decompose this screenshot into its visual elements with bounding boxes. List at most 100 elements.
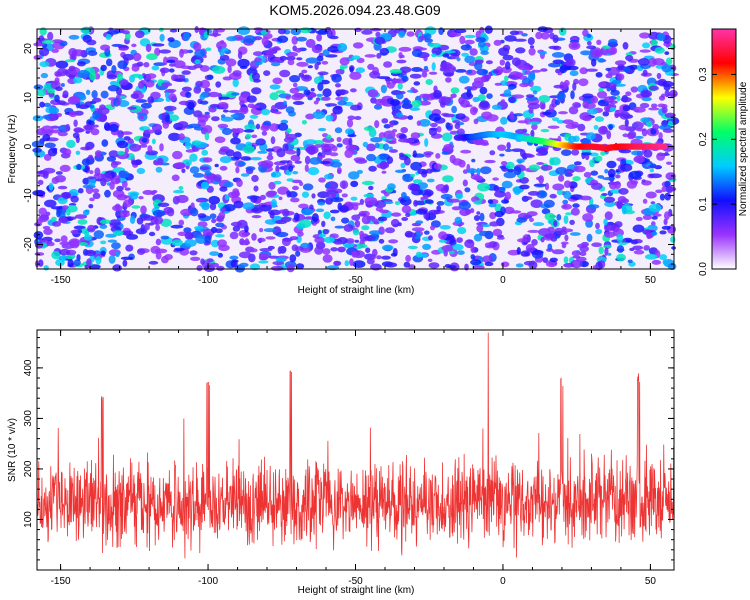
spectrogram-cell xyxy=(462,179,468,187)
spectrogram-cell xyxy=(130,93,139,99)
spectrogram-cell xyxy=(556,92,566,101)
spectrogram-cell xyxy=(33,42,44,47)
spectrogram-cell xyxy=(591,58,597,67)
spectrogram-cell xyxy=(579,195,592,201)
spectrogram-cell xyxy=(415,251,422,258)
spectrogram-cell xyxy=(535,31,543,40)
spectrogram-cell xyxy=(291,94,303,101)
spectrogram-cell xyxy=(473,175,484,181)
spectrogram-cell xyxy=(236,219,248,229)
spectrogram-cell xyxy=(251,134,258,139)
spectrogram-cell xyxy=(625,91,632,96)
spectrogram-cell xyxy=(582,115,592,122)
spectrogram-cell xyxy=(456,57,461,62)
spectrogram-cell xyxy=(387,183,396,191)
spectrogram-cell xyxy=(292,82,298,88)
spectrogram-cell xyxy=(659,230,667,235)
spectrogram-cell xyxy=(292,101,305,105)
spectrogram-cell xyxy=(522,234,531,243)
spectrogram-cell xyxy=(643,245,650,251)
spectrogram-cell xyxy=(426,178,435,183)
spectrogram-cell xyxy=(302,183,314,191)
spectrogram-cell xyxy=(296,61,309,67)
spectrogram-cell xyxy=(251,215,262,219)
spectrogram-cell xyxy=(664,51,670,55)
spectrogram-cell xyxy=(388,239,399,244)
spectrogram-cell xyxy=(352,229,360,236)
y-tick-label: 20 xyxy=(23,43,34,55)
spectrogram-cell xyxy=(246,95,257,103)
spectrogram-cell xyxy=(65,123,71,132)
spectrogram-cell xyxy=(132,52,142,62)
spectrogram-cell xyxy=(466,89,472,98)
spectrogram-cell xyxy=(326,193,337,198)
spectrogram-cell xyxy=(65,255,75,260)
spectrogram-cell xyxy=(140,102,152,109)
spectrogram-cell xyxy=(165,114,170,123)
spectrogram-cell xyxy=(184,239,197,247)
spectrogram-cell xyxy=(390,99,400,106)
spectrogram-cell xyxy=(400,127,409,134)
spectrogram-cell xyxy=(131,43,137,48)
spectrogram-cell xyxy=(504,35,517,42)
spectrogram-cell xyxy=(606,160,617,169)
spectrogram-cell xyxy=(412,179,423,184)
spectrogram-cell xyxy=(401,99,412,105)
spectrogram-cell xyxy=(526,211,538,217)
spectrogram-cell xyxy=(642,42,651,49)
spectrogram-cell xyxy=(265,236,276,240)
spectrogram-cell xyxy=(131,159,143,166)
spectrogram-cell xyxy=(419,93,431,99)
spectrogram-cell xyxy=(169,29,178,33)
spectrogram-cell xyxy=(82,209,90,216)
spectrogram-cell xyxy=(219,156,232,164)
spectrogram-cell xyxy=(330,216,336,222)
spectrogram-cell xyxy=(484,261,494,267)
spectrogram-cell xyxy=(472,96,480,103)
spectrogram-cell xyxy=(579,245,589,253)
spectrogram-cell xyxy=(652,213,662,217)
spectrogram-cell xyxy=(479,100,490,109)
spectrogram-cell xyxy=(77,69,91,79)
spectrogram-cell xyxy=(489,221,500,227)
spectrogram-cell xyxy=(552,249,565,255)
spectrogram-cell xyxy=(568,41,581,50)
spectrogram-cell xyxy=(439,101,446,108)
spectrogram-cell xyxy=(282,237,293,242)
spectrogram-cell xyxy=(58,217,69,224)
spectrogram-cell xyxy=(563,256,569,264)
spectrogram-cell xyxy=(399,54,405,59)
spectrogram-cell xyxy=(338,247,346,251)
spectrogram-cell xyxy=(441,96,446,100)
spectrogram-cell xyxy=(358,244,368,249)
spectrogram-cell xyxy=(560,241,569,245)
spectrogram-cell xyxy=(405,212,411,218)
spectrogram-cell xyxy=(314,246,324,255)
spectrogram-cell xyxy=(68,188,79,198)
spectrogram-cell xyxy=(219,54,230,61)
spectrogram-cell xyxy=(305,38,316,48)
spectrogram-cell xyxy=(538,95,551,103)
spectrogram-cell xyxy=(100,90,109,99)
spectrogram-cell xyxy=(77,219,88,225)
spectrogram-cell xyxy=(430,225,435,231)
spectrogram-cell xyxy=(632,121,644,130)
spectrogram-cell xyxy=(317,201,326,206)
spectrogram-cell xyxy=(516,247,521,255)
spectrogram-cell xyxy=(337,167,342,175)
spectrogram-cell xyxy=(204,111,210,116)
y-tick-label: 0 xyxy=(23,143,34,149)
spectrogram-cell xyxy=(275,231,289,238)
spectrogram-cell xyxy=(624,119,629,127)
spectrogram-cell xyxy=(568,135,577,143)
spectrogram-cell xyxy=(351,250,358,258)
spectrogram-cell xyxy=(275,256,287,263)
signal-track xyxy=(453,131,668,152)
spectrogram-cell xyxy=(291,179,302,184)
spectrogram-cell xyxy=(654,47,665,54)
spectrogram-cell xyxy=(292,185,299,191)
spectrogram-cell xyxy=(115,250,120,258)
spectrogram-cell xyxy=(122,53,135,61)
spectrogram-cell xyxy=(585,68,598,72)
spectrogram-cell xyxy=(255,123,261,130)
